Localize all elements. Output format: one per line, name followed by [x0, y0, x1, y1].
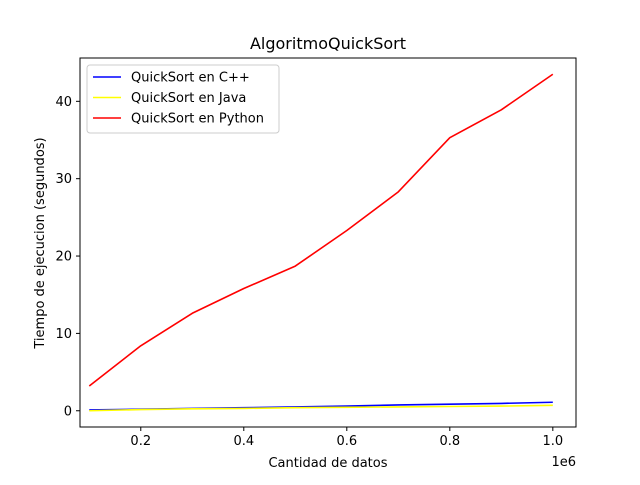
y-tick-label: 40	[55, 95, 72, 110]
y-axis-label: Tiempo de ejecucion (segundos)	[33, 137, 48, 349]
x-axis-label: Cantidad de datos	[268, 456, 387, 471]
x-tick-label: 0.4	[233, 434, 254, 449]
legend-label: QuickSort en Java	[131, 91, 246, 106]
series-line-2	[89, 404, 553, 412]
x-axis: 0.2 0.4 0.6 0.8 1.0	[130, 427, 563, 449]
plot-area	[88, 73, 554, 412]
axes-frame	[79, 57, 577, 428]
legend-label: QuickSort en Python	[131, 112, 264, 127]
legend-box	[86, 64, 280, 134]
x-tick-label: 1.0	[542, 434, 563, 449]
x-axis-offset-label: 1e6	[551, 455, 576, 470]
legend: QuickSort en C++ QuickSort en Java QuickSo…	[86, 64, 280, 134]
series-line-3	[88, 73, 554, 387]
y-tick-label: 30	[55, 172, 72, 187]
y-tick-label: 20	[55, 250, 72, 265]
legend-label: QuickSort en C++	[131, 71, 250, 86]
y-axis: 0 10 20 30 40	[55, 95, 80, 419]
chart-title: AlgoritmoQuickSort	[250, 34, 406, 53]
y-tick-label: 0	[64, 404, 72, 419]
y-tick-label: 10	[55, 327, 72, 342]
x-tick-label: 0.2	[130, 434, 151, 449]
x-tick-label: 0.6	[336, 434, 357, 449]
x-tick-label: 0.8	[439, 434, 460, 449]
